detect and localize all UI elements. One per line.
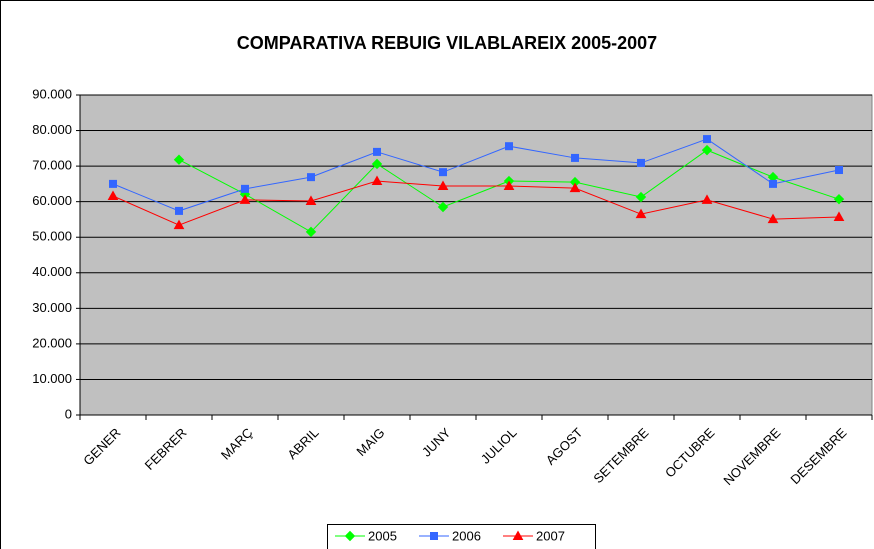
marker bbox=[239, 194, 251, 204]
marker bbox=[373, 147, 381, 156]
marker bbox=[344, 530, 356, 542]
marker bbox=[305, 195, 317, 205]
marker bbox=[635, 208, 647, 219]
series-line bbox=[112, 138, 840, 212]
marker bbox=[512, 530, 524, 540]
marker bbox=[703, 135, 711, 144]
marker bbox=[637, 158, 645, 167]
series-line bbox=[112, 180, 840, 226]
marker bbox=[430, 532, 438, 540]
marker bbox=[107, 190, 119, 200]
marker bbox=[173, 219, 185, 230]
y-tick-label: 40.000 bbox=[32, 264, 72, 279]
legend-box bbox=[327, 524, 596, 549]
y-tick-label: 50.000 bbox=[32, 229, 72, 244]
y-tick-label: 0 bbox=[65, 406, 72, 421]
marker bbox=[835, 166, 843, 175]
y-tick-label: 70.000 bbox=[32, 158, 72, 173]
marker bbox=[505, 142, 513, 151]
marker bbox=[371, 175, 383, 186]
marker bbox=[175, 206, 183, 215]
y-tick-label: 10.000 bbox=[32, 371, 72, 386]
plot-area bbox=[79, 94, 873, 416]
y-tick-label: 80.000 bbox=[32, 122, 72, 137]
marker bbox=[833, 211, 845, 221]
marker bbox=[569, 182, 581, 193]
marker bbox=[305, 226, 317, 238]
series bbox=[107, 175, 845, 230]
marker bbox=[437, 180, 449, 191]
legend-label: 2005 bbox=[368, 528, 397, 543]
legend-label: 2006 bbox=[452, 528, 481, 543]
marker bbox=[503, 180, 515, 191]
marker bbox=[701, 194, 713, 204]
marker bbox=[767, 213, 779, 224]
marker bbox=[241, 184, 249, 193]
marker bbox=[571, 153, 579, 162]
marker bbox=[371, 158, 383, 170]
legend-label: 2007 bbox=[536, 528, 565, 543]
marker bbox=[833, 193, 845, 205]
marker bbox=[307, 173, 315, 182]
marker bbox=[439, 168, 447, 177]
legend: 2005 2006 2007 bbox=[327, 524, 596, 549]
y-tick-label: 60.000 bbox=[32, 193, 72, 208]
marker bbox=[109, 179, 117, 188]
marker bbox=[769, 179, 777, 188]
y-tick-label: 30.000 bbox=[32, 300, 72, 315]
y-tick-label: 20.000 bbox=[32, 335, 72, 350]
marker bbox=[635, 191, 647, 203]
marker bbox=[173, 154, 185, 165]
series bbox=[109, 135, 843, 215]
marker bbox=[437, 201, 449, 213]
y-tick-label: 90.000 bbox=[32, 86, 72, 101]
marker bbox=[701, 144, 713, 156]
chart-title: COMPARATIVA REBUIG VILABLAREIX 2005-2007 bbox=[237, 33, 657, 53]
